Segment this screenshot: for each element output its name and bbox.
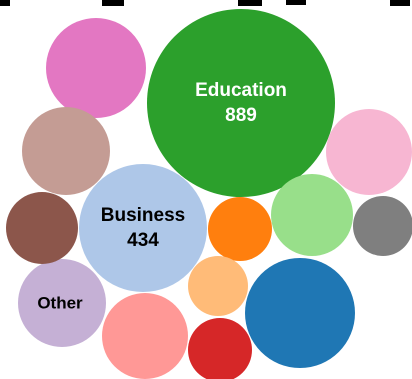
bubble-6 [22,107,110,195]
bubble-12 [188,256,248,316]
bubble-13 [353,196,412,256]
clipped-title [0,0,410,6]
bubble-label-other: Other [37,293,83,312]
bubble-label-education: Education [195,80,287,101]
bubble-8 [271,174,353,256]
bubble-5 [46,18,146,118]
bubble-7 [326,109,412,195]
bubble-label-business: Business [101,205,185,226]
bubble-11 [208,197,272,261]
bubble-value-education: 889 [225,105,257,126]
bubble-value-business: 434 [127,230,159,251]
bubble-education [147,9,335,197]
bubble-10 [6,192,78,264]
bubble-4 [245,258,355,368]
bubble-9 [102,293,188,379]
bubble-business [79,164,207,292]
bubble-other [18,259,106,347]
bubble-14 [188,318,252,379]
